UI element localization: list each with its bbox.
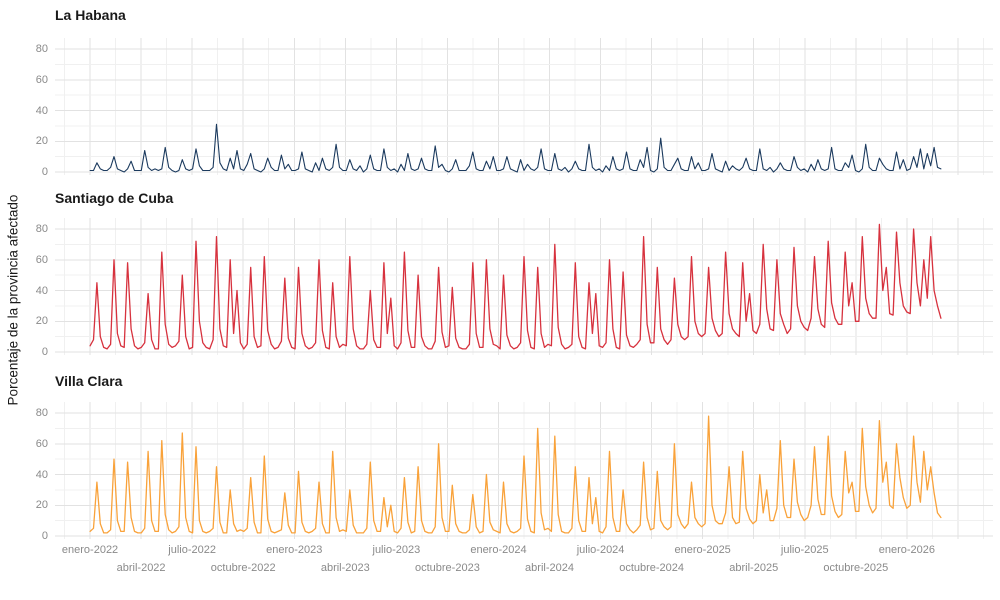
x-tick-label: enero-2023 xyxy=(266,544,323,556)
y-tick-label: 40 xyxy=(35,468,48,481)
y-tick-label: 0 xyxy=(41,166,48,178)
villa-clara-plot-area xyxy=(55,402,993,544)
x-tick-label: abril-2022 xyxy=(116,562,166,574)
x-tick-label: enero-2026 xyxy=(878,544,936,556)
y-tick-label: 20 xyxy=(35,135,48,148)
panel-title-santiago-de-cuba: Santiago de Cuba xyxy=(55,190,174,206)
x-tick-label: octubre-2023 xyxy=(414,562,480,574)
y-tick-label: 0 xyxy=(41,346,48,358)
y-tick-label: 20 xyxy=(35,499,48,512)
x-tick-label: abril-2025 xyxy=(729,562,779,574)
x-tick-label: julio-2022 xyxy=(168,544,216,556)
x-tick-label: julio-2024 xyxy=(576,544,625,556)
y-tick-label: 60 xyxy=(35,73,48,86)
x-tick-label: enero-2024 xyxy=(470,544,527,556)
la-habana-plot-area xyxy=(55,38,993,180)
santiago-de-cuba-plot-area xyxy=(55,218,993,360)
x-tick-label: abril-2023 xyxy=(320,562,370,574)
x-tick-label: enero-2025 xyxy=(674,544,731,556)
la-habana-series-line xyxy=(89,123,942,173)
y-tick-label: 40 xyxy=(35,104,48,117)
y-tick-label: 80 xyxy=(35,43,48,55)
x-tick-label: octubre-2022 xyxy=(210,562,276,574)
panel-title-la-habana: La Habana xyxy=(55,7,126,23)
panel-title-villa-clara: Villa Clara xyxy=(55,373,123,389)
x-tick-label: octubre-2025 xyxy=(823,562,889,574)
santiago-de-cuba-chart xyxy=(55,218,993,355)
y-tick-label: 40 xyxy=(35,284,48,297)
x-tick-label: abril-2024 xyxy=(525,562,574,574)
y-tick-label: 80 xyxy=(35,223,48,235)
y-tick-label: 80 xyxy=(35,407,48,419)
la-habana-chart xyxy=(55,38,993,175)
x-tick-label: octubre-2024 xyxy=(619,562,685,574)
villa-clara-chart xyxy=(55,402,993,539)
y-tick-label: 0 xyxy=(41,530,48,542)
y-tick-label: 60 xyxy=(35,253,48,266)
y-tick-label: 60 xyxy=(35,437,48,450)
y-tick-label: 20 xyxy=(35,315,48,328)
x-tick-label: julio-2025 xyxy=(780,544,829,556)
santiago-de-cuba-series-line xyxy=(89,223,942,350)
x-tick-label: enero-2022 xyxy=(61,544,119,556)
x-tick-label: julio-2023 xyxy=(372,544,421,556)
villa-clara-series-line xyxy=(89,415,942,534)
